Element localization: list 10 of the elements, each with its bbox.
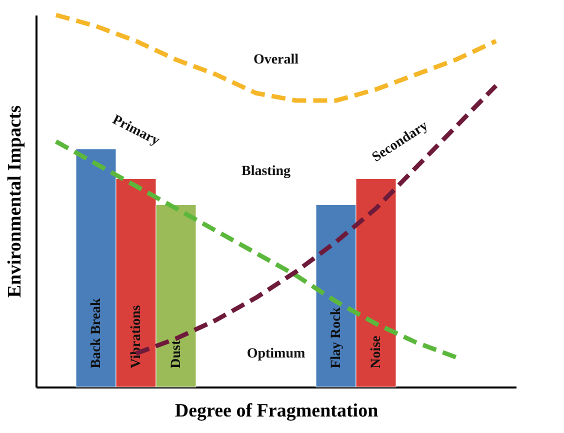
x-tick-label: Flay Rock <box>329 307 344 368</box>
annotation: Optimum <box>246 346 306 362</box>
series-label: Overall <box>253 52 299 68</box>
x-tick-label: Dust <box>169 340 184 368</box>
y-axis-title: Environmental Impacts <box>4 105 26 298</box>
x-tick-label: Noise <box>369 336 384 368</box>
x-axis-title: Degree of Fragmentation <box>174 400 379 422</box>
x-tick-label: Vibrations <box>129 304 144 368</box>
annotation: Blasting <box>241 164 291 180</box>
x-tick-label: Back Break <box>89 298 104 368</box>
